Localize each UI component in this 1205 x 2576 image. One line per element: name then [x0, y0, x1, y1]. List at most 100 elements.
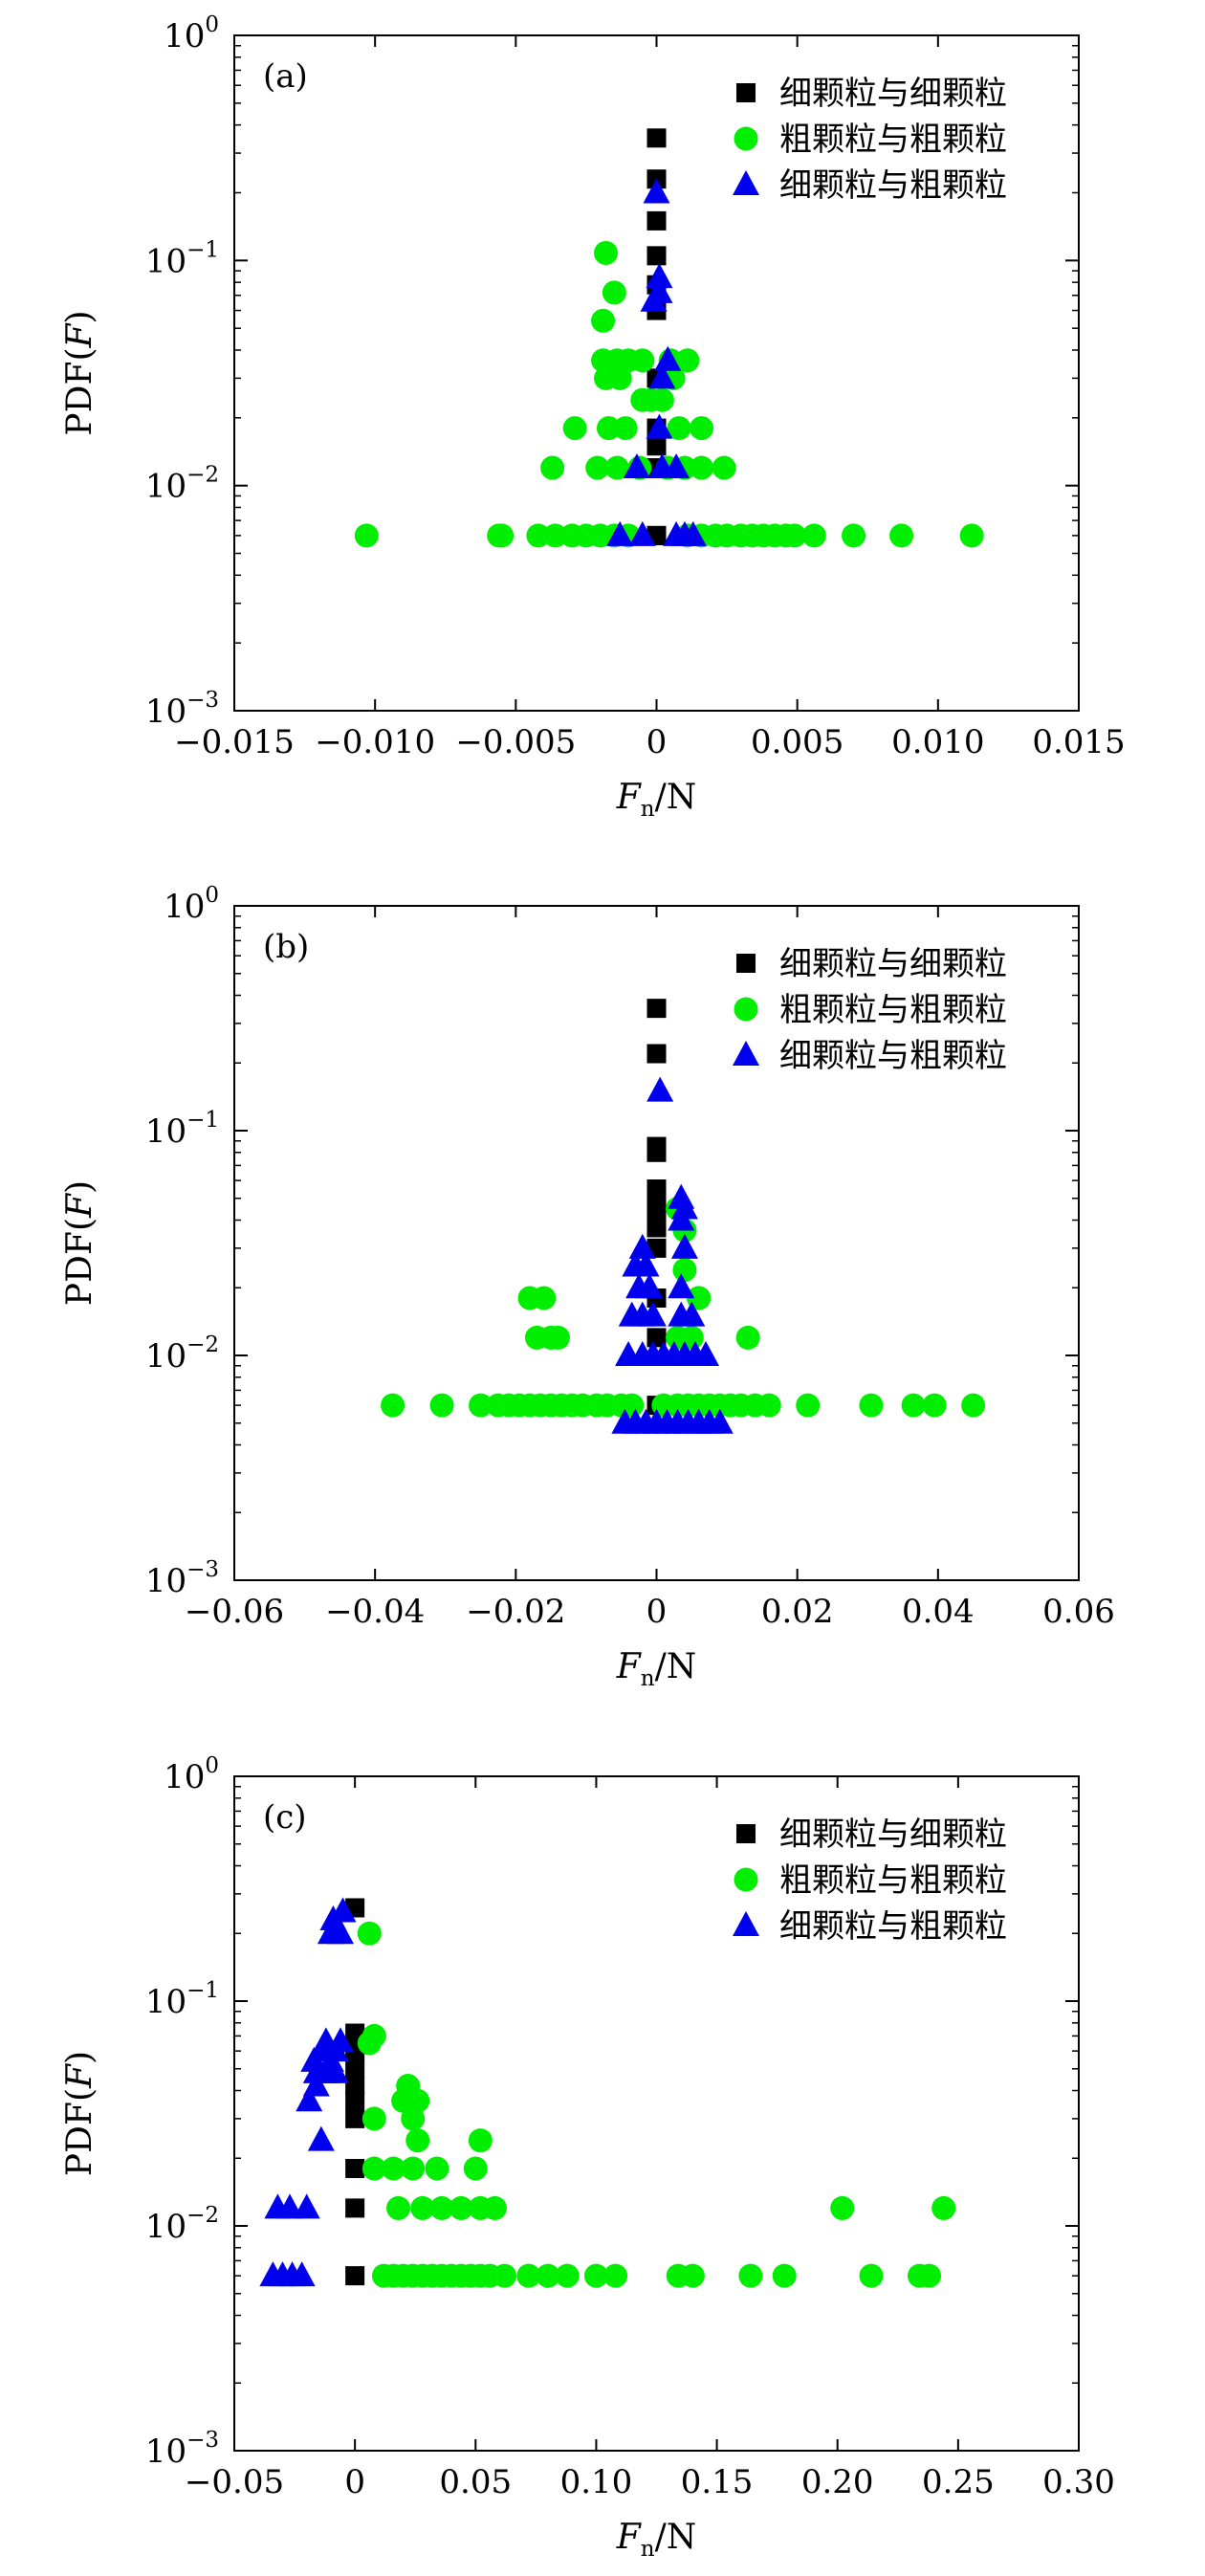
x-tick-label: 0.010	[891, 723, 984, 761]
data-point	[602, 280, 626, 305]
data-point	[463, 2156, 488, 2181]
legend-label: 细颗粒与细颗粒	[779, 1816, 1007, 1854]
data-point	[307, 2125, 335, 2151]
x-tick-label: −0.04	[325, 1593, 425, 1631]
data-point	[425, 2156, 449, 2181]
data-point	[649, 387, 674, 412]
x-tick-label: 0.06	[1042, 1593, 1115, 1631]
legend-marker	[734, 997, 758, 1022]
data-point	[345, 2108, 365, 2128]
panel-label: (a)	[263, 57, 308, 96]
data-point	[345, 2091, 365, 2111]
data-point	[405, 2128, 430, 2153]
data-series	[611, 1076, 734, 1434]
data-point	[959, 523, 984, 548]
legend-label: 粗颗粒与粗颗粒	[779, 121, 1007, 159]
data-point	[429, 2195, 454, 2220]
panel-label: (c)	[263, 1798, 307, 1837]
plot-area	[354, 128, 984, 548]
legend-marker	[733, 1041, 759, 1066]
data-point	[901, 1393, 926, 1418]
chart-panel: −0.06 −0.04 −0.02 0 0.02 0.04 0.06 10−3 10−2 10−1…	[60, 883, 1115, 1691]
data-point	[526, 523, 551, 548]
data-point	[782, 523, 807, 548]
legend-marker	[736, 83, 756, 102]
x-tick-label: −0.010	[315, 723, 435, 761]
data-point	[410, 2195, 435, 2220]
data-point	[362, 2156, 386, 2181]
data-point	[706, 1408, 734, 1434]
data-point	[288, 2261, 316, 2287]
plot-area	[259, 1897, 956, 2288]
data-point	[680, 2263, 705, 2288]
x-tick-label: 0	[646, 723, 668, 761]
data-point	[646, 1218, 667, 1238]
data-point	[490, 523, 515, 548]
x-tick-label: −0.02	[466, 1593, 565, 1631]
data-point	[329, 1897, 357, 1923]
data-point	[449, 2195, 473, 2220]
y-tick-label: 10−1	[145, 1108, 219, 1151]
data-point	[889, 523, 914, 548]
data-point	[859, 2263, 884, 2288]
data-point	[345, 2159, 365, 2179]
data-point	[646, 999, 667, 1019]
legend-marker	[733, 1911, 759, 1936]
data-point	[468, 2128, 493, 2153]
x-tick-label: −0.005	[455, 723, 576, 761]
data-point	[405, 2088, 430, 2113]
x-tick-label: 0.05	[439, 2463, 512, 2501]
data-point	[692, 1341, 720, 1366]
data-point	[646, 413, 673, 439]
legend-label: 粗颗粒与粗颗粒	[779, 1861, 1007, 1900]
data-point	[276, 2193, 304, 2219]
y-tick-label: 100	[164, 883, 219, 926]
data-point	[613, 416, 638, 441]
data-point	[672, 1258, 697, 1283]
y-tick-label: 10−3	[145, 1557, 219, 1600]
x-tick-label: −0.015	[174, 723, 295, 761]
data-point	[354, 523, 379, 548]
data-series	[646, 999, 667, 1416]
y-axis-label: PDF(F)	[60, 310, 99, 435]
x-tick-label: 0.25	[922, 2463, 995, 2501]
x-tick-label: −0.05	[185, 2463, 284, 2501]
data-point	[643, 178, 670, 204]
data-point	[345, 2076, 365, 2096]
data-point	[690, 455, 714, 480]
data-point	[646, 263, 673, 289]
data-point	[756, 1393, 781, 1418]
data-point	[562, 416, 587, 441]
legend-marker	[736, 1824, 756, 1843]
data-point	[482, 2195, 507, 2220]
data-point	[583, 2263, 608, 2288]
x-tick-label: 0.15	[681, 2463, 754, 2501]
data-series	[259, 1897, 357, 2287]
data-point	[675, 348, 700, 373]
data-point	[386, 2195, 411, 2220]
y-tick-label: 100	[164, 12, 219, 55]
legend-label: 细颗粒与细颗粒	[779, 75, 1007, 113]
data-point	[646, 210, 667, 231]
y-tick-label: 10−2	[145, 1332, 219, 1376]
panel-label: (b)	[263, 928, 309, 966]
data-point	[646, 1328, 667, 1348]
data-series	[345, 1898, 365, 2286]
data-point	[668, 1273, 695, 1299]
data-point	[345, 2059, 365, 2079]
data-point	[591, 308, 616, 333]
data-series	[357, 1921, 956, 2288]
plot-frame	[233, 1775, 1080, 2452]
y-tick-label: 10−2	[145, 2203, 219, 2246]
data-point	[381, 1393, 405, 1418]
data-point	[859, 1393, 884, 1418]
legend-label: 粗颗粒与粗颗粒	[779, 991, 1007, 1029]
y-tick-label: 100	[164, 1753, 219, 1796]
legend-label: 细颗粒与细颗粒	[779, 945, 1007, 983]
chart-panel: −0.05 0 0.05 0.10 0.15 0.20 0.25 0.3010−310−210…	[60, 1753, 1115, 2562]
data-point	[646, 1199, 667, 1219]
data-point	[654, 345, 682, 371]
